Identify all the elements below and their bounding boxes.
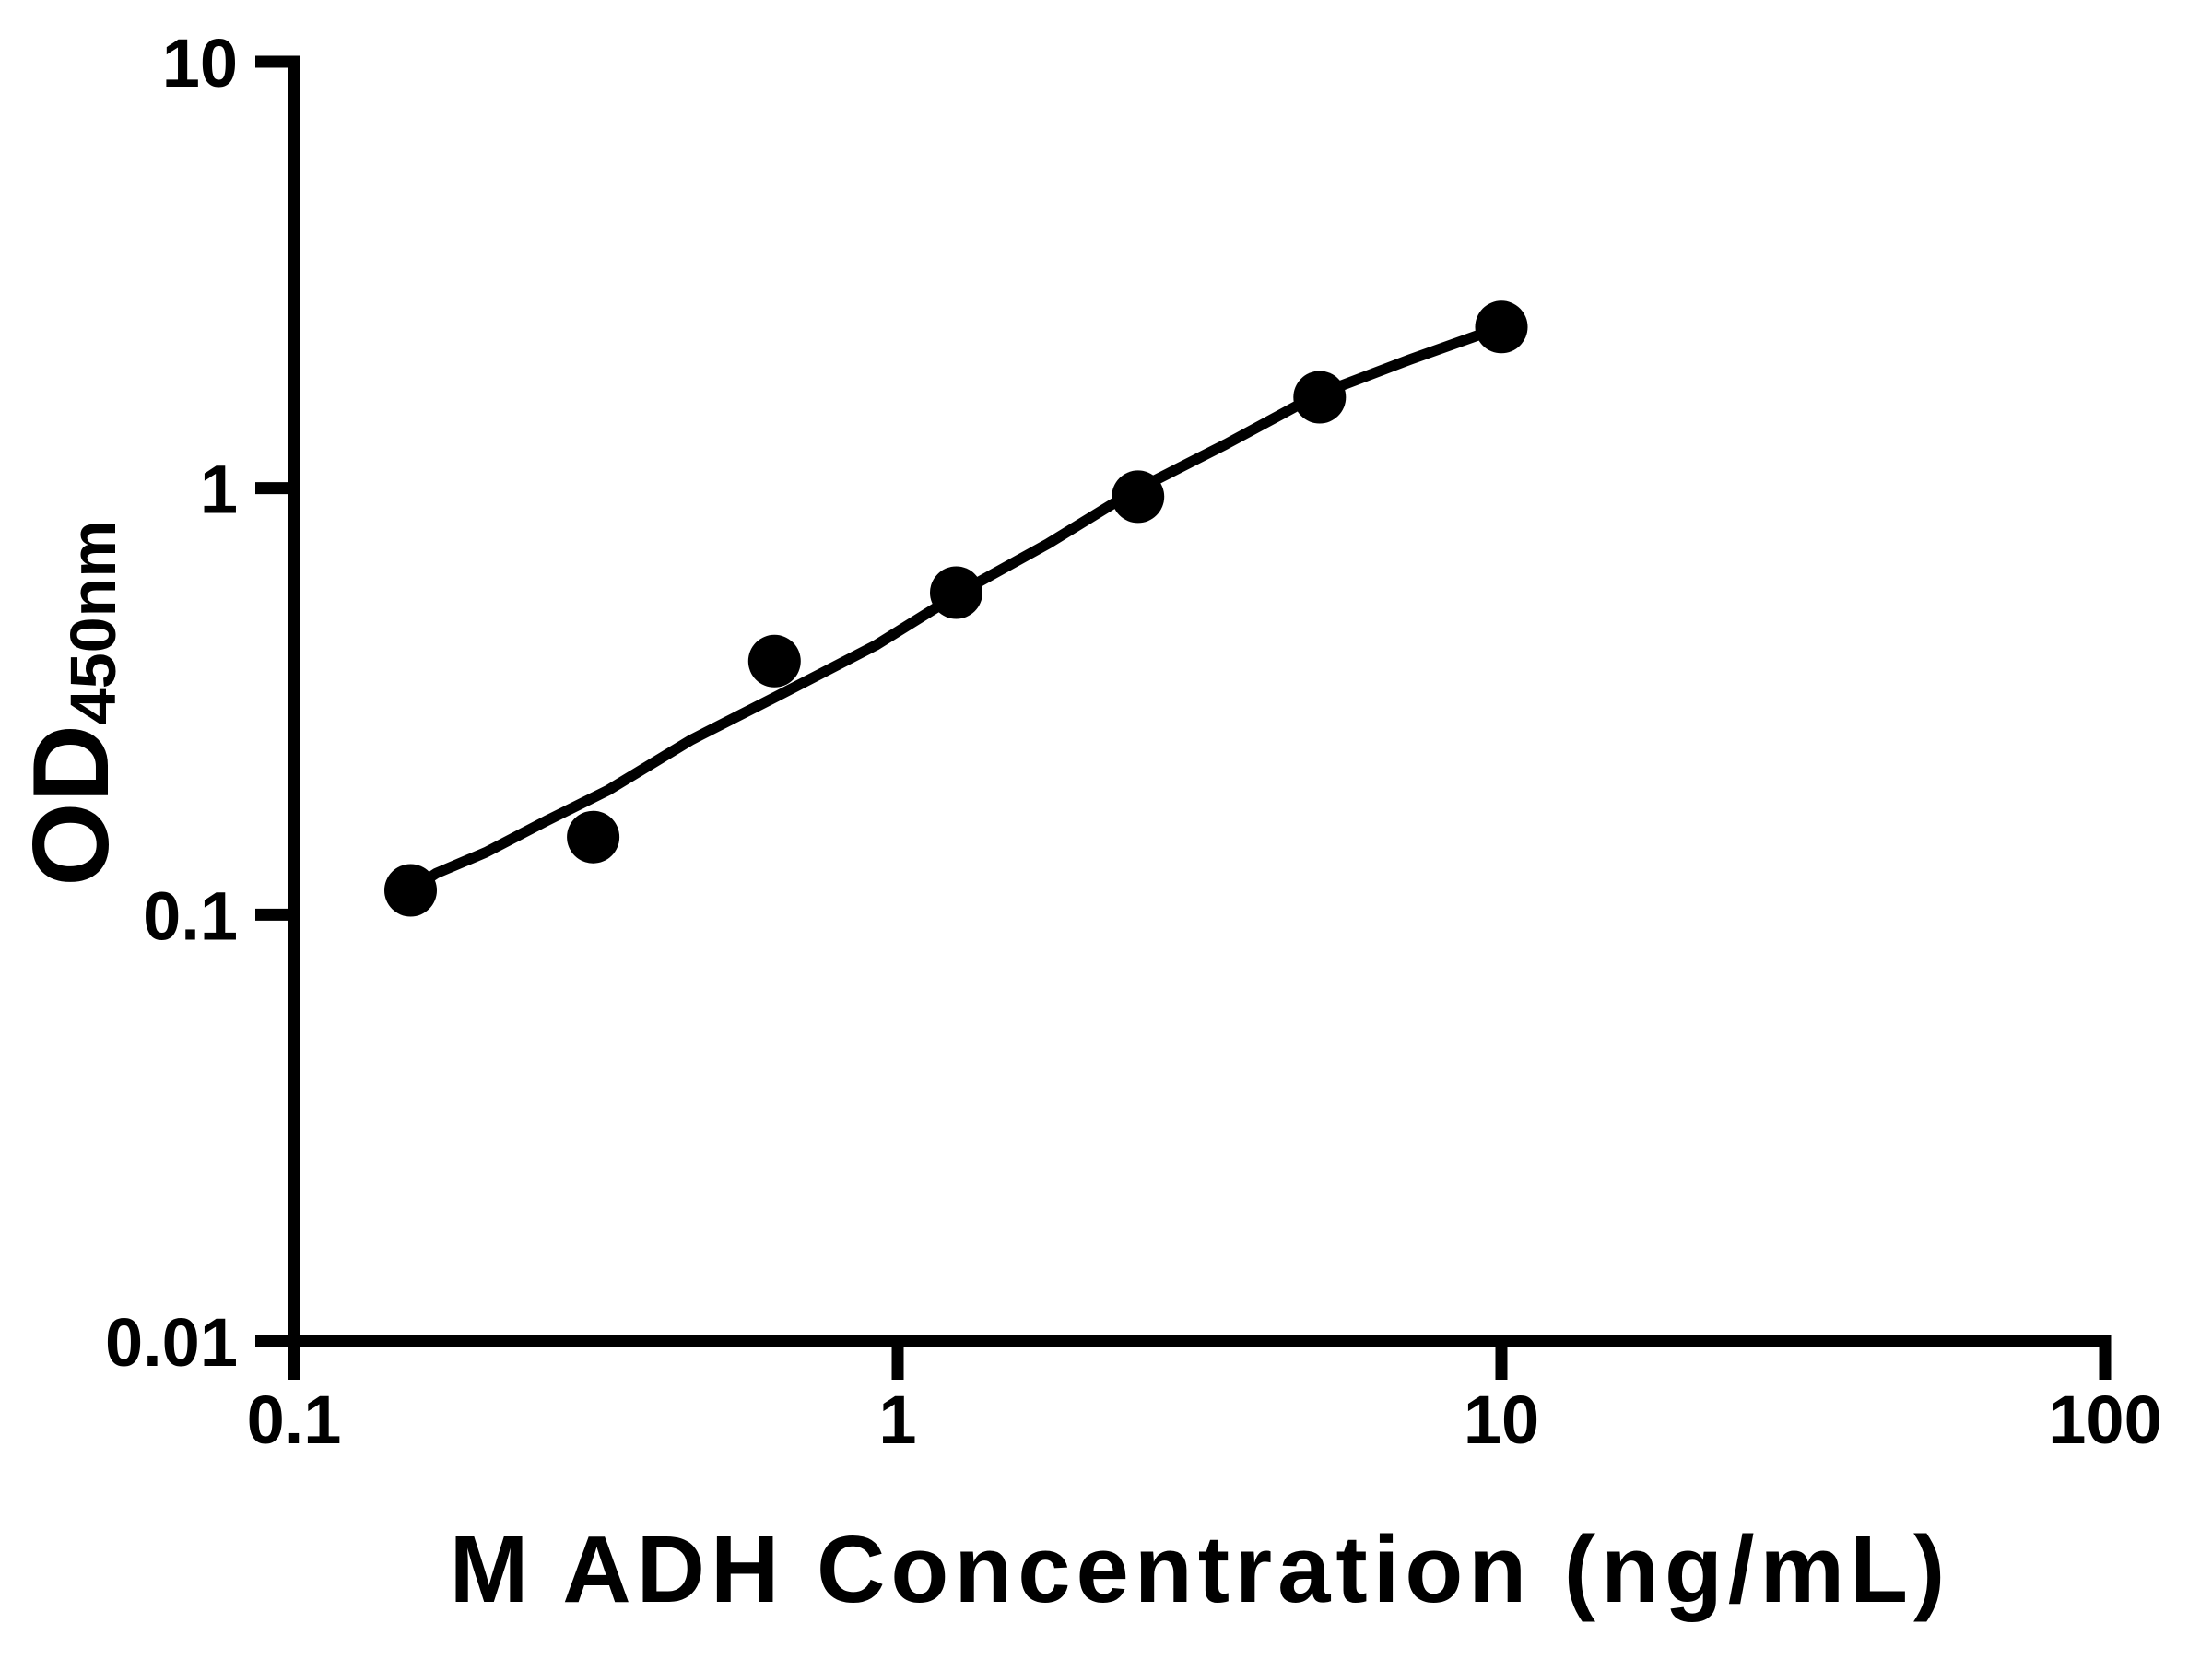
data-point [930,566,982,619]
y-tick-label: 0.01 [105,1304,238,1381]
x-tick-label: 0.1 [247,1382,342,1458]
y-axis-title-main: OD [10,724,131,887]
data-point [1475,300,1528,354]
x-axis-title: M ADH Concentration (ng/mL) [450,1516,1951,1622]
data-point [1112,470,1165,524]
x-tick-label: 100 [2048,1382,2161,1458]
data-point [747,634,801,688]
data-point [384,864,437,917]
data-point [567,810,620,864]
y-tick-label: 10 [162,25,238,101]
y-tick-label: 0.1 [143,877,238,954]
y-axis-title-sub: 450nm [57,520,129,724]
y-axis-title: OD450nm [10,520,131,886]
y-tick-label: 1 [200,452,238,528]
data-point [1293,371,1347,424]
fit-curve [405,322,1507,896]
x-tick-label: 10 [1464,1382,1539,1458]
x-tick-label: 1 [878,1382,916,1458]
